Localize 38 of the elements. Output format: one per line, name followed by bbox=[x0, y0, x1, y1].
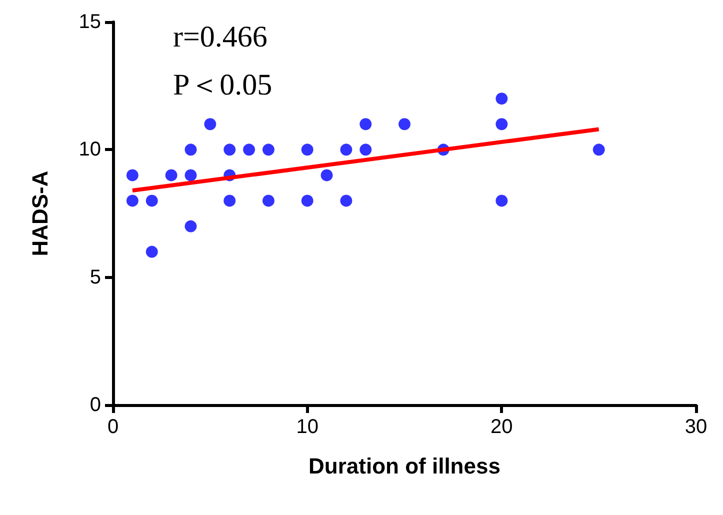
x-axis-title: Duration of illness bbox=[308, 454, 500, 478]
point bbox=[224, 144, 236, 156]
point bbox=[340, 144, 352, 156]
x-tick-label: 0 bbox=[107, 416, 119, 438]
y-tick-label: 10 bbox=[78, 138, 101, 161]
annotation: P＜0.05 bbox=[173, 68, 272, 102]
annotation: r=0.466 bbox=[173, 20, 268, 54]
point bbox=[340, 194, 352, 207]
point bbox=[126, 194, 138, 207]
x-tick-label: 10 bbox=[296, 416, 318, 438]
point bbox=[360, 144, 372, 156]
y-axis-title: HADS-A bbox=[28, 170, 52, 256]
point bbox=[301, 144, 314, 156]
point bbox=[184, 169, 197, 182]
point bbox=[262, 144, 274, 156]
point bbox=[243, 144, 256, 156]
point bbox=[360, 118, 372, 130]
point bbox=[126, 169, 138, 182]
point bbox=[146, 246, 158, 258]
x-tick-label: 20 bbox=[490, 416, 513, 438]
point bbox=[398, 118, 410, 130]
x-tick-label: 30 bbox=[684, 416, 708, 438]
point bbox=[496, 194, 508, 207]
point bbox=[320, 169, 333, 182]
point bbox=[262, 194, 274, 207]
point bbox=[224, 194, 236, 207]
point bbox=[165, 169, 178, 182]
y-tick-label: 5 bbox=[90, 266, 101, 288]
point bbox=[204, 118, 216, 130]
point bbox=[301, 194, 314, 207]
y-tick-label: 15 bbox=[78, 11, 101, 33]
point bbox=[496, 92, 508, 105]
point bbox=[184, 220, 197, 232]
point bbox=[184, 144, 197, 156]
point bbox=[146, 194, 158, 207]
y-tick-label: 0 bbox=[90, 394, 101, 416]
point bbox=[592, 144, 605, 156]
point bbox=[496, 118, 508, 130]
